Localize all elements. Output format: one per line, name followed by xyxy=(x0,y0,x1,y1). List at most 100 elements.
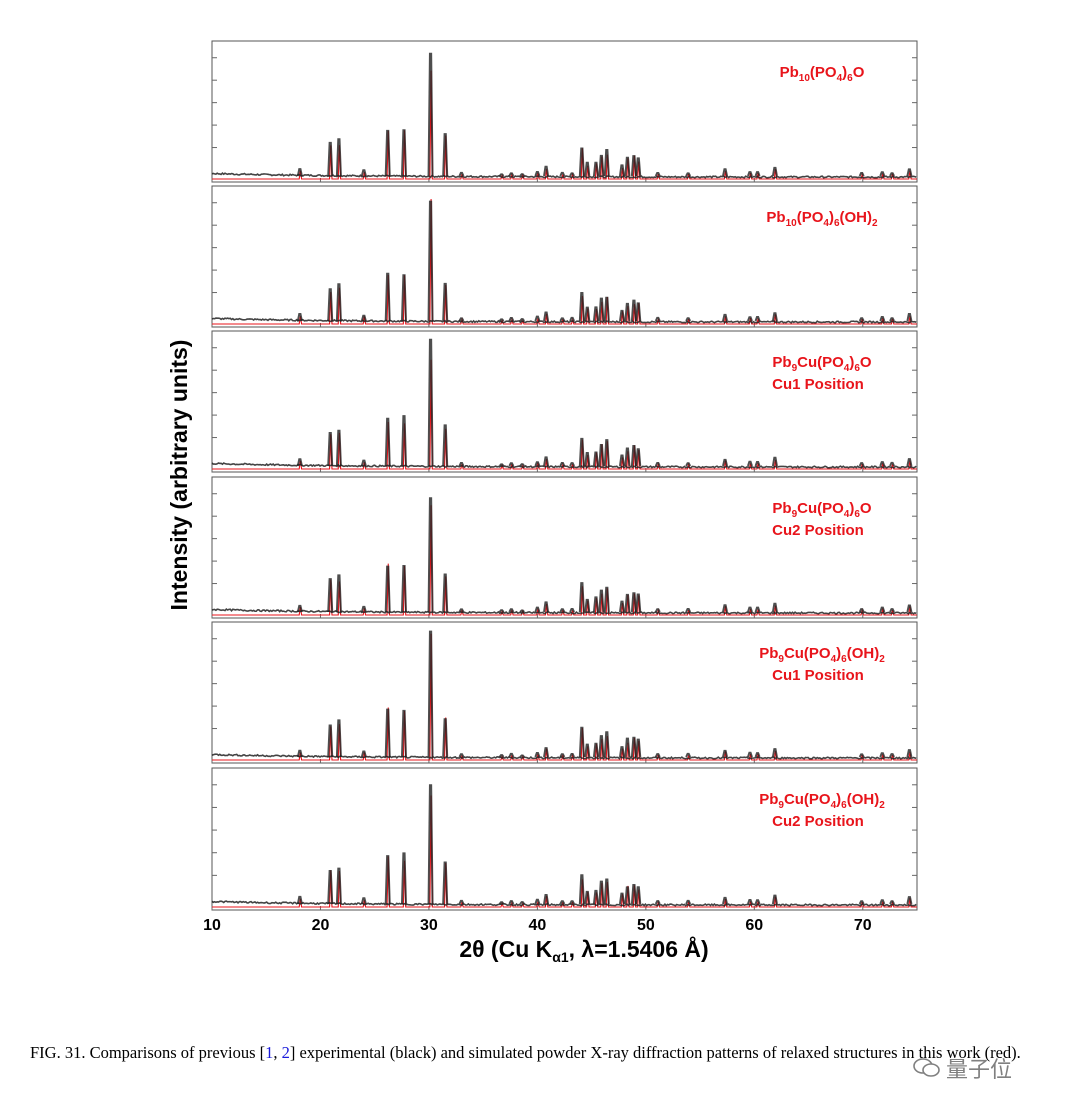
experimental-peak xyxy=(771,166,778,177)
experimental-peak xyxy=(879,752,886,758)
experimental-peak xyxy=(335,867,342,905)
experimental-peak xyxy=(858,900,865,905)
experimental-peak xyxy=(747,460,753,467)
x-tick-label: 50 xyxy=(637,917,655,934)
experimental-peak xyxy=(519,463,525,467)
xrd-figure: Pb10(PO4)6O Pb10(PO4)6(OH)2 Pb9Cu(PO4)6O Cu… xyxy=(166,40,918,965)
experimental-peak xyxy=(630,444,637,467)
experimental-peak xyxy=(519,173,525,177)
experimental-peak xyxy=(879,316,886,322)
experimental-peak xyxy=(879,899,886,905)
experimental-peak xyxy=(771,602,778,613)
panel-label-position: Cu2 Position xyxy=(772,522,864,539)
experimental-peak xyxy=(624,886,631,905)
panel-label-position: Cu1 Position xyxy=(772,667,864,684)
experimental-peak xyxy=(592,742,599,758)
experimental-peak xyxy=(458,171,465,177)
experimental-peak xyxy=(327,288,334,322)
experimental-peak xyxy=(592,306,599,322)
experimental-peak xyxy=(559,753,566,758)
experimental-background xyxy=(211,900,917,907)
experimental-peak xyxy=(400,564,407,613)
experimental-peak xyxy=(360,897,367,905)
caption-separator: , xyxy=(273,1043,282,1062)
experimental-peak xyxy=(327,141,334,177)
experimental-peak xyxy=(889,900,895,905)
experimental-peak xyxy=(519,609,525,613)
experimental-peak xyxy=(400,274,407,322)
experimental-peak xyxy=(654,753,661,758)
experimental-peak xyxy=(508,752,515,758)
experimental-peak xyxy=(327,578,334,613)
experimental-peak xyxy=(427,497,434,613)
experimental-peak xyxy=(618,309,625,322)
reference-link-2[interactable]: 2 xyxy=(281,1043,290,1062)
panel-label: Pb9Cu(PO4)6O xyxy=(772,500,872,520)
experimental-peak xyxy=(578,582,585,613)
experimental-peak xyxy=(889,461,895,467)
experimental-background xyxy=(211,753,917,760)
experimental-peak xyxy=(578,147,585,177)
reference-link-1[interactable]: 1 xyxy=(265,1043,274,1062)
experimental-peak xyxy=(296,458,303,467)
watermark-text: 量子位 xyxy=(946,1058,1013,1083)
x-tick-label: 20 xyxy=(312,917,330,934)
experimental-peak xyxy=(889,172,895,177)
experimental-peak xyxy=(635,738,642,758)
experimental-peak xyxy=(569,316,576,322)
experimental-peak xyxy=(584,598,591,613)
experimental-peak xyxy=(879,606,886,613)
x-tick-label: 30 xyxy=(420,917,438,934)
panel-label: Pb10(PO4)6(OH)2 xyxy=(766,209,878,229)
experimental-peak xyxy=(327,724,334,758)
experimental-peak xyxy=(685,607,692,613)
panel-label: Pb10(PO4)6O xyxy=(780,64,865,84)
xrd-panel: Pb9Cu(PO4)6(OH)2 Cu1 Position xyxy=(211,621,918,764)
experimental-peak xyxy=(754,171,761,177)
x-tick-label: 10 xyxy=(203,917,221,934)
experimental-peak xyxy=(906,604,913,613)
experimental-peak xyxy=(384,565,391,613)
experimental-peak xyxy=(858,317,865,322)
experimental-peak xyxy=(624,156,631,177)
xrd-panel: Pb10(PO4)6(OH)2 xyxy=(211,185,918,328)
experimental-peak xyxy=(384,417,391,467)
simulated-pattern xyxy=(212,70,917,180)
experimental-peak xyxy=(384,855,391,905)
experimental-peak xyxy=(360,605,367,613)
experimental-peak xyxy=(618,746,625,758)
experimental-peak xyxy=(427,630,434,758)
experimental-peak xyxy=(427,338,434,467)
experimental-peak xyxy=(384,272,391,322)
experimental-peak xyxy=(630,592,637,613)
experimental-peak xyxy=(603,149,610,177)
experimental-background xyxy=(211,171,917,179)
experimental-peak xyxy=(296,895,303,905)
experimental-peak xyxy=(584,161,591,177)
experimental-peak xyxy=(384,708,391,758)
experimental-peak xyxy=(635,886,642,905)
experimental-peak xyxy=(618,892,625,905)
experimental-peak xyxy=(384,129,391,177)
experimental-peak xyxy=(747,606,753,613)
experimental-peak xyxy=(598,154,605,177)
experimental-peak xyxy=(508,608,515,613)
experimental-peak xyxy=(858,608,865,613)
experimental-peak xyxy=(534,751,541,758)
experimental-peak xyxy=(498,173,505,177)
panel-label: Pb9Cu(PO4)6(OH)2 xyxy=(759,645,885,665)
x-axis-label: 2θ (Cu Kα1, λ=1.5406 Å) xyxy=(459,935,708,965)
experimental-peak xyxy=(754,315,761,322)
panel-frame xyxy=(211,621,918,764)
experimental-peak xyxy=(498,609,505,613)
experimental-peak xyxy=(592,451,599,467)
experimental-peak xyxy=(442,133,449,177)
experimental-peak xyxy=(569,462,575,467)
experimental-peak xyxy=(296,168,303,177)
experimental-peak xyxy=(889,608,895,613)
experimental-peak xyxy=(543,601,550,613)
experimental-peak xyxy=(543,747,550,758)
experimental-peak xyxy=(722,604,729,613)
panel-label: Pb9Cu(PO4)6O xyxy=(772,354,872,374)
experimental-peak xyxy=(442,424,449,467)
